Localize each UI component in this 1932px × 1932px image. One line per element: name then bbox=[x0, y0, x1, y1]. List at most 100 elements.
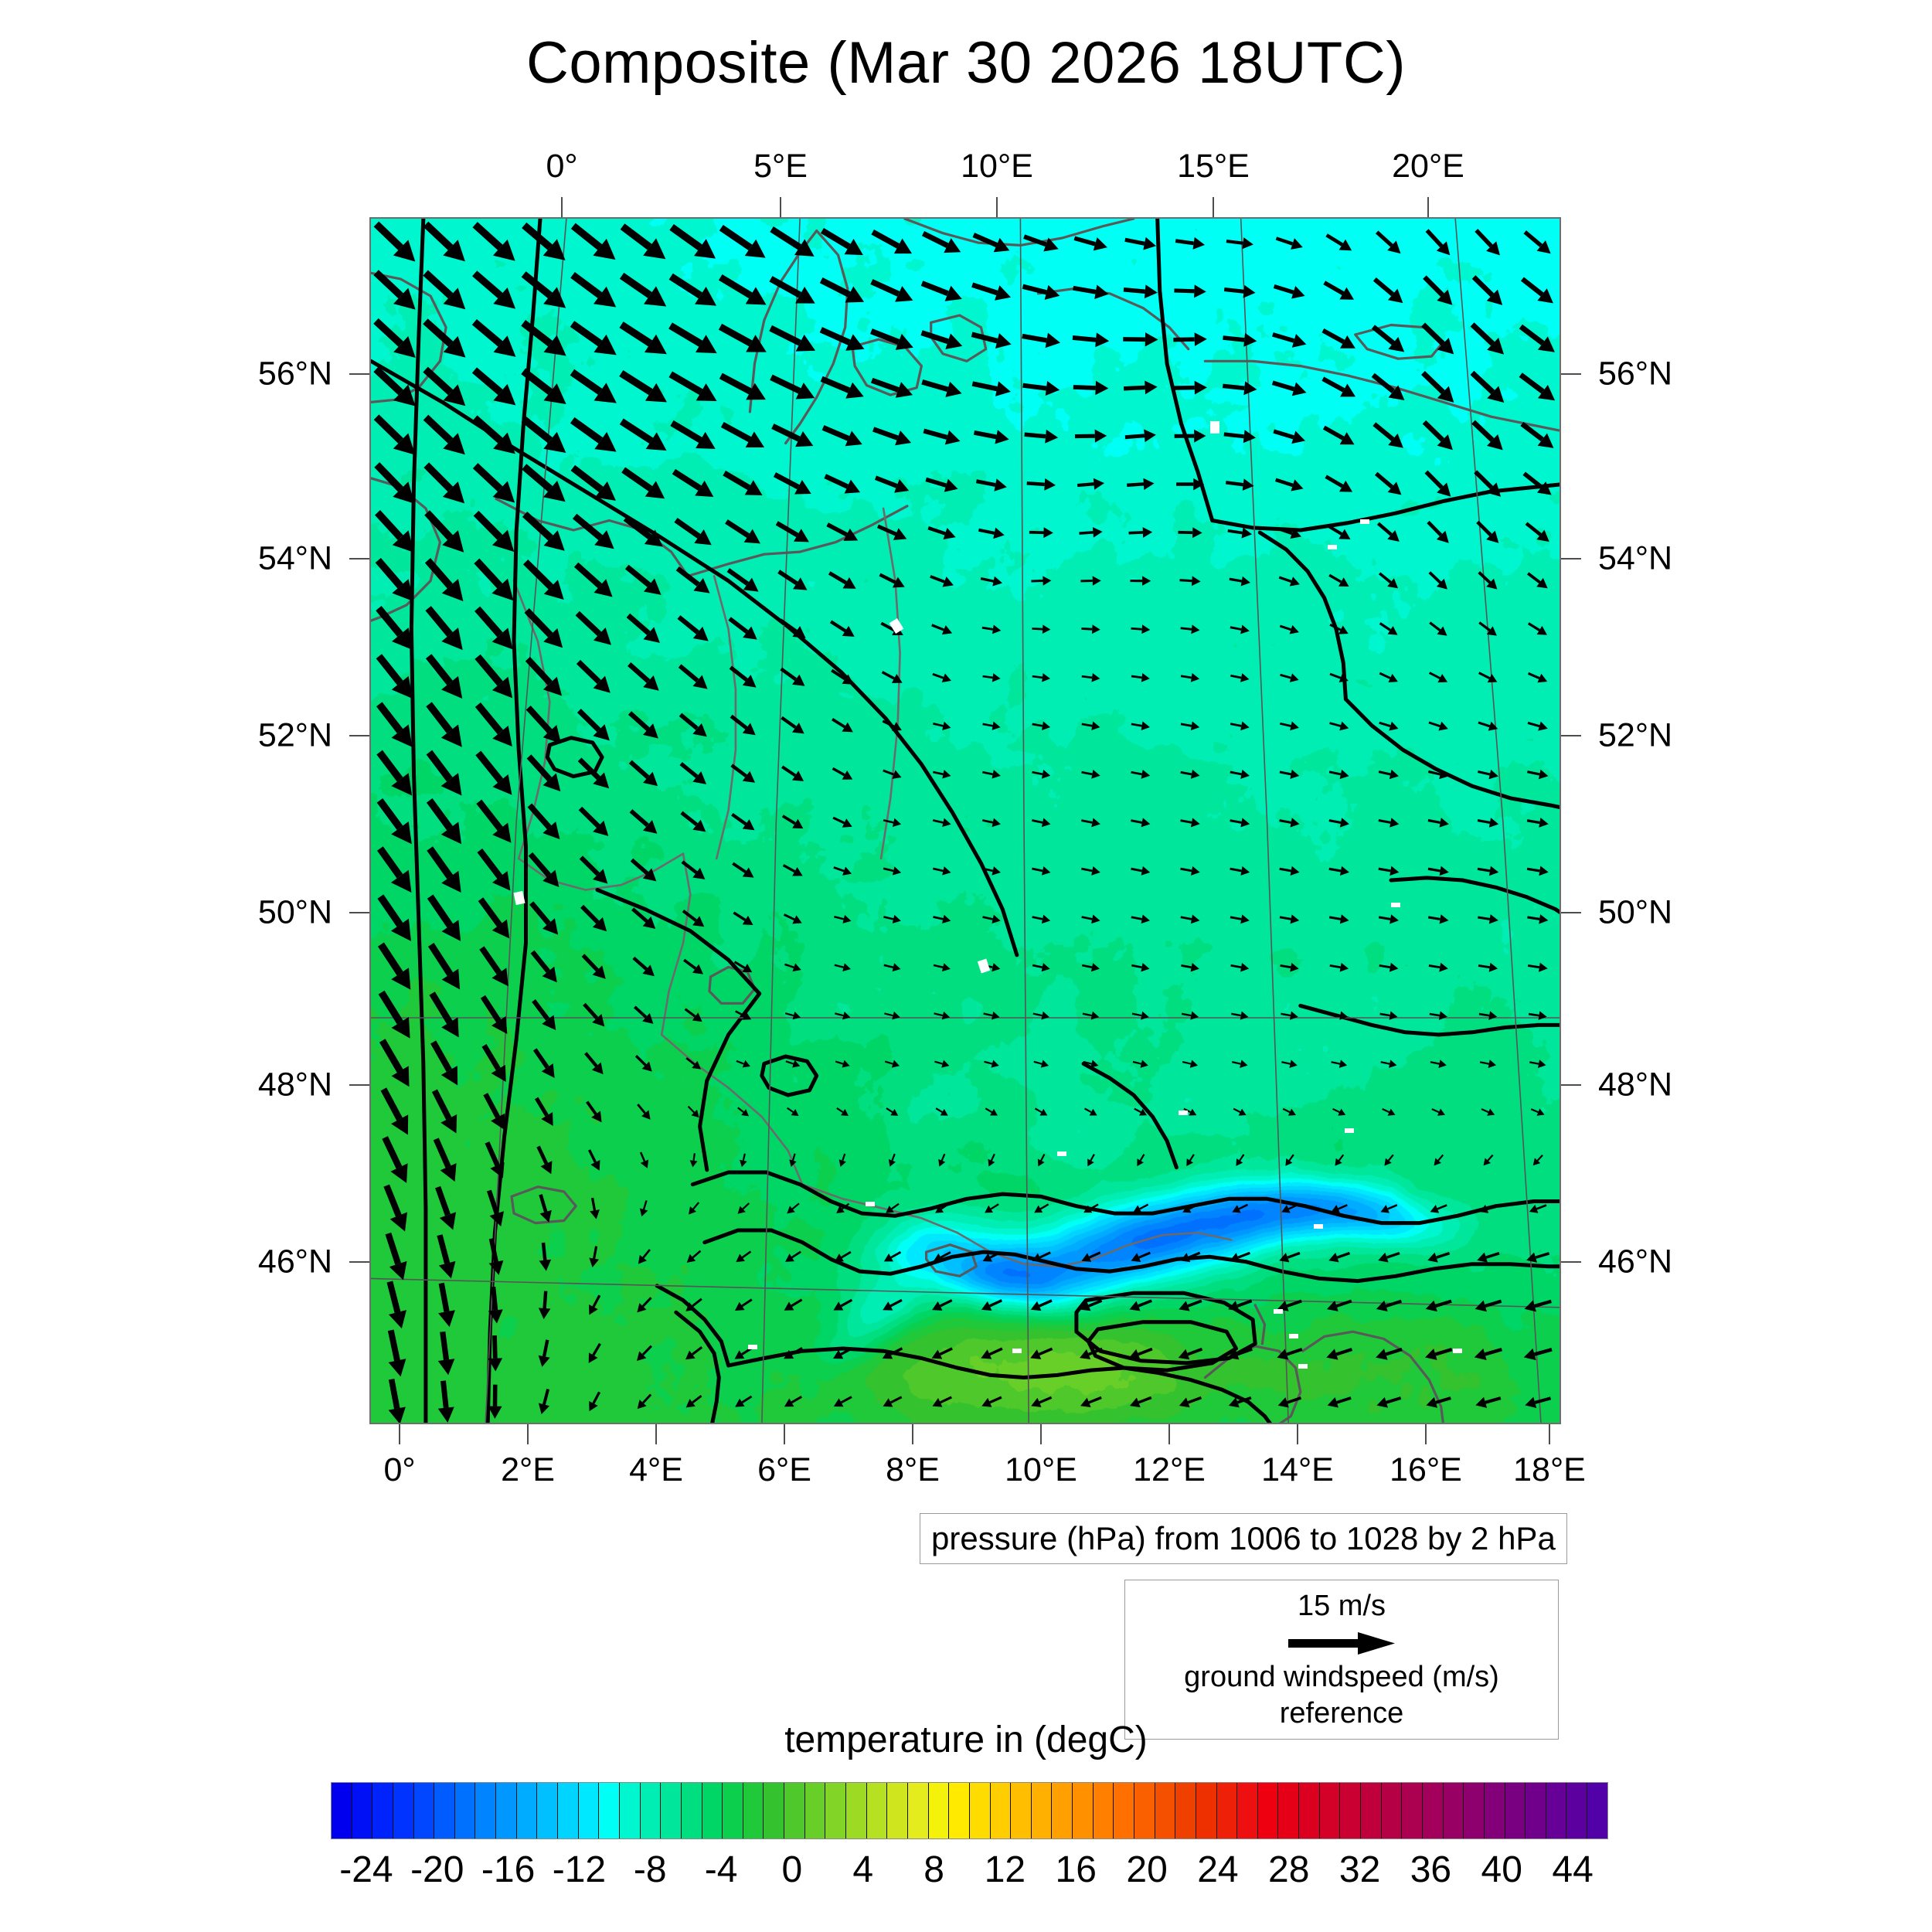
wind-arrow-272 bbox=[781, 765, 804, 781]
wind-arrow-221 bbox=[628, 662, 659, 691]
wind-arrow-312 bbox=[376, 846, 412, 893]
colorbar-tick-32: 32 bbox=[1338, 1849, 1381, 1890]
colorbar-segment-53 bbox=[1422, 1783, 1444, 1838]
wind-arrow-44 bbox=[1372, 277, 1403, 304]
wind-arrow-201 bbox=[829, 620, 855, 637]
wind-arrow-215 bbox=[1527, 622, 1547, 635]
wind-arrow-22 bbox=[1475, 229, 1500, 256]
graticule-line-3 bbox=[1240, 219, 1289, 1423]
wind-arrow-446 bbox=[1084, 1107, 1097, 1116]
lat-label-right-56: 56°N bbox=[1598, 355, 1673, 393]
map-plot-area[interactable] bbox=[369, 217, 1561, 1424]
wind-arrow-338 bbox=[478, 897, 510, 939]
colorbar-segment-8 bbox=[496, 1783, 517, 1838]
border-segment-2 bbox=[660, 852, 692, 1036]
lon-label-top-20: 20°E bbox=[1392, 148, 1464, 185]
wind-arrow-89 bbox=[1223, 381, 1257, 396]
wind-arrow-209 bbox=[1230, 624, 1250, 634]
wind-arrow-551 bbox=[1524, 1299, 1552, 1312]
graticule-line-0 bbox=[485, 219, 567, 1423]
wind-arrow-408 bbox=[379, 1039, 410, 1087]
wind-arrow-330 bbox=[1279, 866, 1300, 876]
wind-arrow-98 bbox=[472, 415, 515, 454]
colorbar-segment-15 bbox=[640, 1783, 662, 1838]
wind-arrow-409 bbox=[430, 1040, 458, 1086]
wind-arrow-561 bbox=[833, 1347, 853, 1359]
wind-arrow-558 bbox=[685, 1346, 703, 1360]
wind-arrow-143 bbox=[1522, 471, 1552, 495]
wind-arrow-148 bbox=[572, 513, 614, 549]
wind-arrow-83 bbox=[921, 379, 962, 397]
wind-arrow-236 bbox=[1379, 672, 1398, 683]
wind-arrow-206 bbox=[1081, 624, 1100, 634]
wind-arrow-62 bbox=[1072, 332, 1110, 348]
wind-arrow-68 bbox=[1371, 325, 1405, 352]
wind-arrow-207 bbox=[1131, 624, 1151, 634]
wind-arrow-23 bbox=[1523, 230, 1551, 254]
wind-arrow-263 bbox=[1527, 721, 1548, 731]
wind-arrow-363 bbox=[530, 950, 557, 983]
wind-arrow-385 bbox=[429, 992, 459, 1038]
wind-arrow-287 bbox=[1527, 769, 1549, 780]
wind-arrow-302 bbox=[1081, 818, 1100, 828]
wind-arrow-56 bbox=[769, 325, 816, 352]
wind-arrow-492 bbox=[985, 1203, 999, 1213]
wind-arrow-542 bbox=[1080, 1299, 1103, 1311]
wind-arrow-12 bbox=[972, 233, 1010, 253]
wind-arrow-504 bbox=[385, 1232, 407, 1281]
colorbar-segment-39 bbox=[1134, 1783, 1155, 1838]
pressure-center-low-1012-ne bbox=[1345, 1128, 1354, 1133]
wind-arrow-489 bbox=[836, 1202, 850, 1214]
colorbar-segment-61 bbox=[1587, 1783, 1607, 1838]
wind-arrow-387 bbox=[532, 999, 556, 1030]
wind-arrow-427 bbox=[1331, 1060, 1348, 1068]
wind-arrow-269 bbox=[628, 760, 658, 787]
wind-arrow-382 bbox=[1478, 962, 1498, 972]
wind-arrow-153 bbox=[826, 522, 859, 541]
colorbar-segment-46 bbox=[1278, 1783, 1300, 1838]
wind-arrow-383 bbox=[1527, 962, 1548, 972]
wind-arrow-311 bbox=[1526, 818, 1549, 828]
wind-arrow-17 bbox=[1226, 237, 1253, 250]
wind-arrow-428 bbox=[1380, 1060, 1397, 1068]
wind-arrow-430 bbox=[1479, 1060, 1497, 1068]
wind-arrow-129 bbox=[824, 474, 861, 494]
colorbar-segment-51 bbox=[1381, 1783, 1403, 1838]
wind-arrow-544 bbox=[1179, 1299, 1202, 1311]
wind-arrow-471 bbox=[1137, 1154, 1145, 1167]
wind-arrow-187 bbox=[1328, 573, 1349, 587]
wind-arrow-465 bbox=[838, 1153, 846, 1167]
isobar-path-1 bbox=[883, 716, 1019, 957]
lon-tick-top-5 bbox=[780, 197, 781, 217]
wind-arrow-30 bbox=[668, 273, 717, 306]
wind-arrow-325 bbox=[1032, 866, 1051, 876]
wind-arrow-285 bbox=[1428, 769, 1449, 780]
wind-arrow-155 bbox=[927, 526, 956, 539]
wind-arrow-93 bbox=[1421, 370, 1454, 403]
wind-arrow-106 bbox=[872, 427, 912, 446]
wind-arrow-462 bbox=[689, 1153, 698, 1168]
wind-arrow-412 bbox=[584, 1052, 604, 1075]
wind-arrow-424 bbox=[1182, 1060, 1199, 1068]
wind-arrow-439 bbox=[737, 1107, 750, 1117]
isobar-path-13 bbox=[674, 1310, 721, 1423]
coastline-segment-11 bbox=[1354, 323, 1445, 360]
wind-arrow-141 bbox=[1424, 470, 1451, 497]
wind-arrow-299 bbox=[932, 818, 951, 828]
wind-arrow-353 bbox=[1230, 914, 1250, 924]
wind-arrow-450 bbox=[1282, 1107, 1296, 1116]
lon-tick-bottom-4 bbox=[655, 1424, 657, 1444]
wind-arrow-414 bbox=[685, 1057, 702, 1070]
wind-arrow-218 bbox=[474, 654, 513, 699]
wind-arrow-319 bbox=[732, 862, 754, 878]
temperature-colorbar[interactable] bbox=[331, 1782, 1608, 1839]
wind-arrow-79 bbox=[719, 372, 766, 400]
wind-arrow-568 bbox=[1178, 1347, 1203, 1360]
wind-arrow-565 bbox=[1030, 1347, 1053, 1359]
wind-arrow-576 bbox=[388, 1379, 406, 1423]
pressure-center-low-1011-east bbox=[1391, 903, 1400, 907]
wind-arrow-490 bbox=[886, 1202, 900, 1213]
wind-arrow-482 bbox=[486, 1189, 504, 1227]
wind-arrow-184 bbox=[1179, 576, 1201, 587]
coastline-segment-13 bbox=[1301, 1330, 1444, 1423]
